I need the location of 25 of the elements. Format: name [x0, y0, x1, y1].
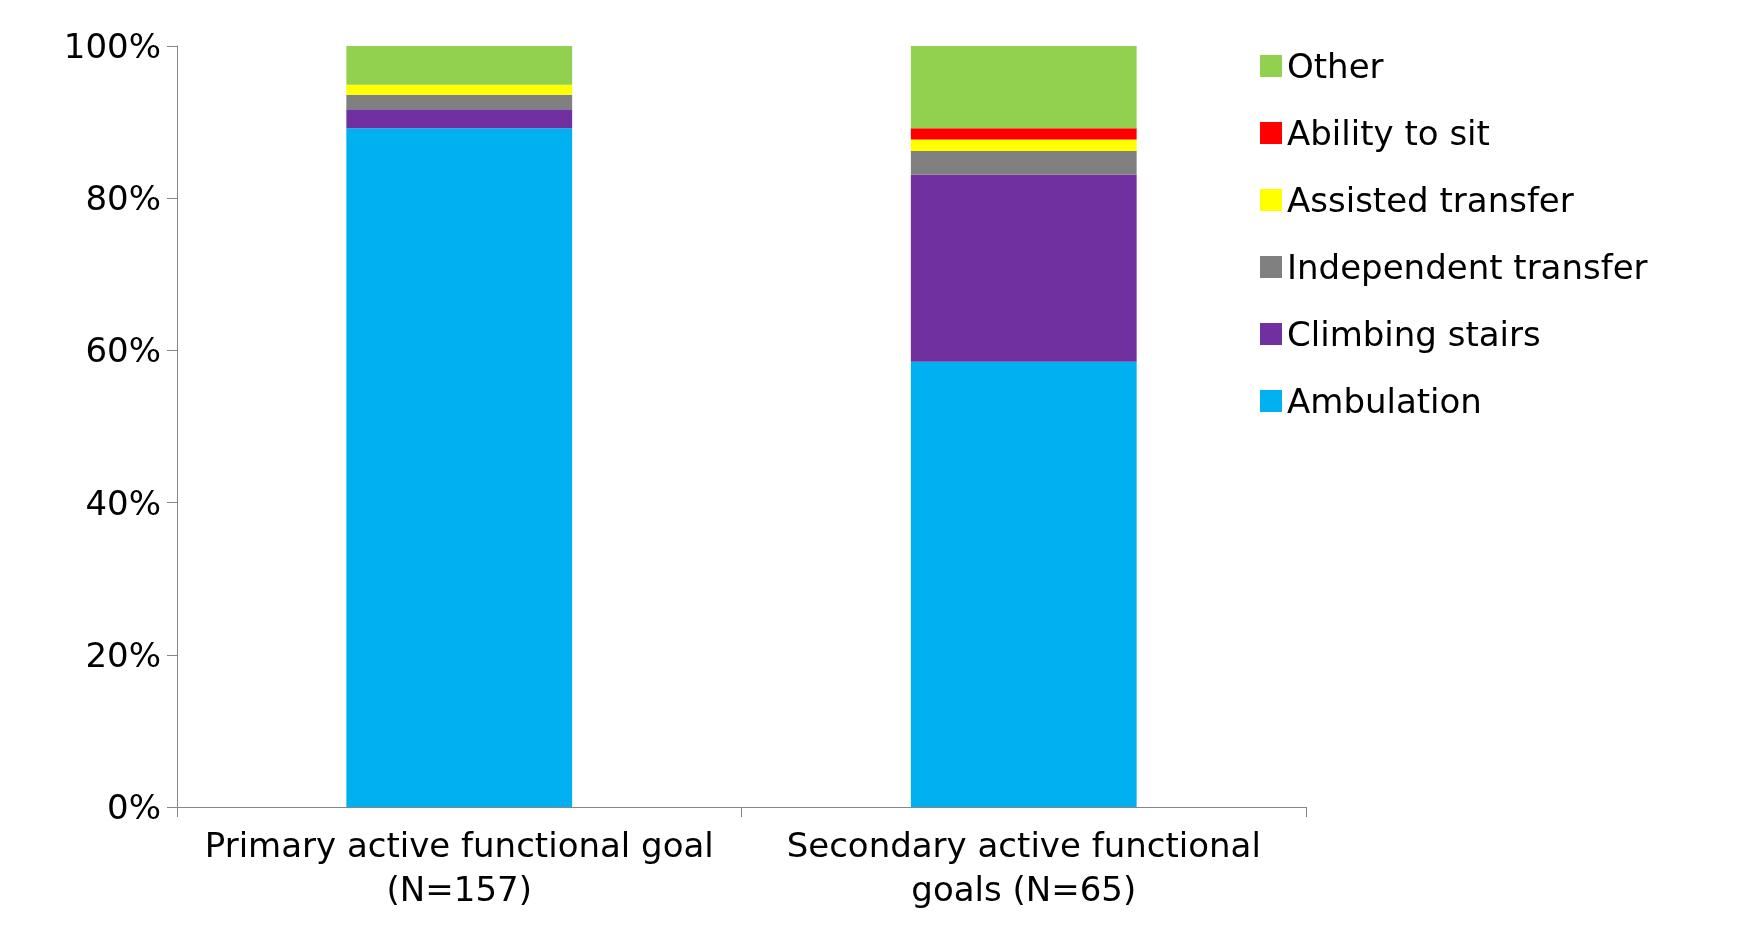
bar — [910, 174, 1137, 362]
bar — [346, 94, 573, 110]
y-tick-label: 20% — [85, 634, 161, 675]
y-tick-label: 0% — [107, 787, 161, 827]
legend-label: Climbing stairs — [1287, 314, 1541, 354]
bar — [346, 84, 573, 95]
bar — [910, 46, 1137, 129]
legend-label: Ambulation — [1287, 381, 1482, 421]
y-tick-label: 80% — [85, 178, 161, 219]
x-tick-label: Primary active functional goal (N=157) — [204, 825, 714, 909]
bar — [910, 151, 1137, 175]
bar — [346, 46, 573, 85]
legend-label: Other — [1287, 46, 1384, 86]
bar — [910, 139, 1137, 152]
bar — [346, 109, 573, 129]
legend-label: Assisted transfer — [1287, 180, 1574, 220]
legend-label: Ability to sit — [1287, 113, 1490, 153]
bar — [346, 128, 573, 807]
bar — [910, 361, 1137, 807]
y-tick-label: 100% — [63, 26, 161, 66]
x-tick-label: Secondary active functional goals (N=65) — [786, 825, 1261, 909]
y-tick-label: 40% — [85, 482, 161, 523]
y-tick-label: 60% — [85, 330, 161, 371]
legend-label: Independent transfer — [1287, 247, 1648, 287]
bar — [910, 128, 1137, 140]
